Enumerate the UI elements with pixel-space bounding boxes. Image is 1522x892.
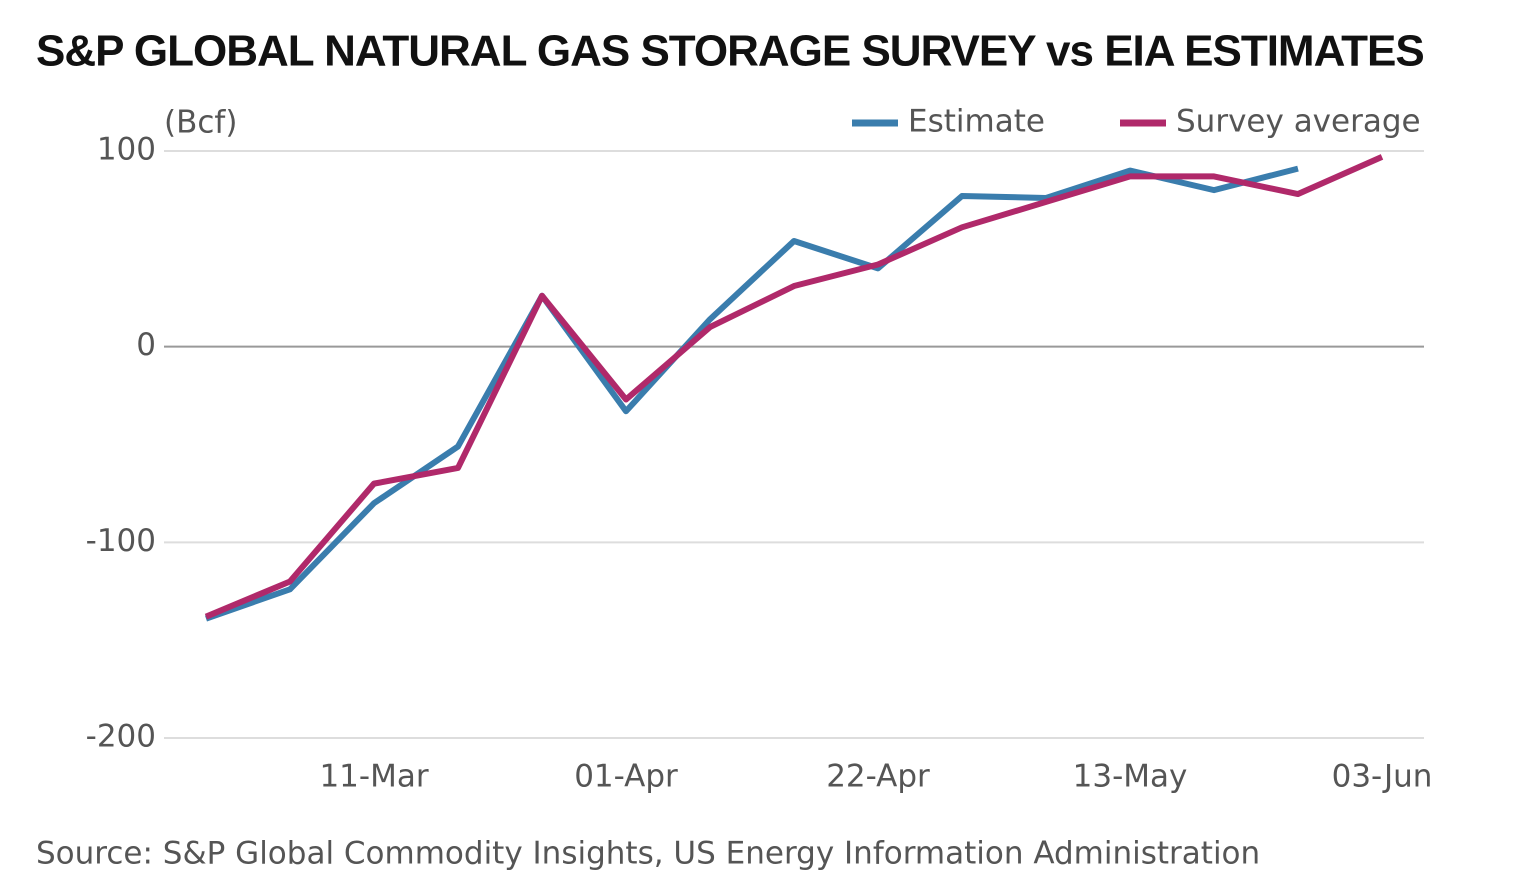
y-tick-label: -100: [86, 523, 156, 559]
y-tick-label: 0: [136, 327, 156, 363]
x-tick-label: 03-Jun: [1332, 759, 1433, 795]
chart-title: S&P GLOBAL NATURAL GAS STORAGE SURVEY vs…: [36, 27, 1424, 76]
series-line: [205, 165, 1299, 622]
x-tick-label: 01-Apr: [574, 759, 678, 795]
y-axis-label: (Bcf): [164, 105, 237, 141]
y-tick-label: -200: [86, 719, 156, 755]
legend-label: Estimate: [908, 104, 1045, 140]
legend-label: Survey average: [1176, 104, 1421, 140]
source: Source: S&P Global Commodity Insights, U…: [36, 836, 1260, 872]
series-line: [204, 154, 1384, 620]
x-tick-label: 11-Mar: [319, 759, 428, 795]
y-tick-label: 100: [97, 132, 156, 168]
x-tick-label: 13-May: [1073, 759, 1188, 795]
x-tick-label: 22-Apr: [826, 759, 930, 795]
